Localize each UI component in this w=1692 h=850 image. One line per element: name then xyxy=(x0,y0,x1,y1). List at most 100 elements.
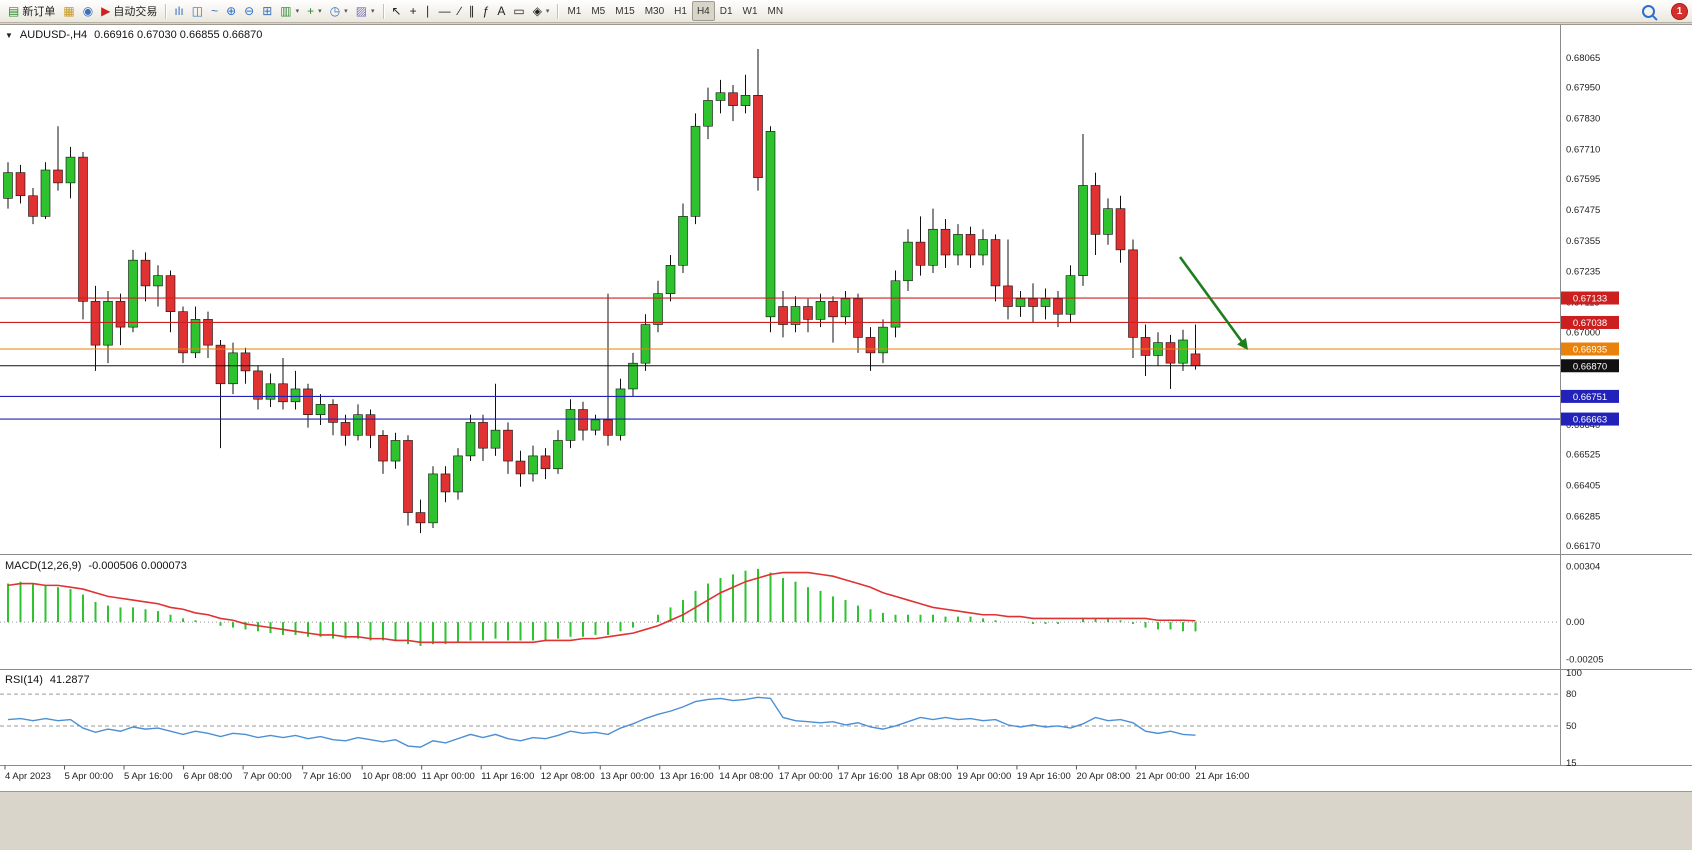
shapes-button[interactable]: ◈ ▾ xyxy=(529,1,554,21)
time-axis-label: 18 Apr 08:00 xyxy=(898,771,952,782)
timeframe-m30-button[interactable]: M30 xyxy=(644,5,665,17)
candle xyxy=(53,126,63,191)
timeframe-m1-button[interactable]: M1 xyxy=(567,5,582,17)
timeframe-m15-button[interactable]: M15 xyxy=(615,5,635,17)
svg-text:0.66935: 0.66935 xyxy=(1573,345,1607,356)
candle xyxy=(678,203,688,274)
toolbar-buttons: ▤ 新订单 ▦ ◉ ▶ 自动交易 ılı ◫ ~ ⊕ ⊖ ⊞ ▥ ▾ + ▾ ◷ ▾ ▨ ▾ ↖ + ∣ — ∕ ∥ ƒ A ▭ ◈ ▾ M1… xyxy=(4,0,788,22)
trendline-icon: ∕ xyxy=(458,4,461,18)
line-chart-button[interactable]: ~ xyxy=(207,1,222,21)
bar-chart-button[interactable]: ılı xyxy=(170,1,187,21)
search-icon xyxy=(1642,4,1655,18)
candle xyxy=(465,414,476,462)
support-line-2-label: 0.66663 xyxy=(1561,412,1619,426)
candle xyxy=(565,399,576,449)
channel-icon: ∥ xyxy=(468,4,475,18)
candle xyxy=(703,87,713,140)
candle xyxy=(315,394,326,425)
timeframe-h4-button[interactable]: H4 xyxy=(691,1,715,21)
zoom-in-button[interactable]: ⊕ xyxy=(222,1,240,21)
text-icon: A xyxy=(497,4,506,18)
timeframe-mn-button[interactable]: MN xyxy=(767,5,784,17)
channel-button[interactable]: ∥ xyxy=(465,1,479,21)
autotrading-button[interactable]: ▶ 自动交易 xyxy=(97,1,161,21)
candle xyxy=(453,448,463,500)
timeframe-w1-button[interactable]: W1 xyxy=(742,5,758,17)
price-axis-label: 0.67950 xyxy=(1566,83,1600,94)
candlestick-chart-icon: ◫ xyxy=(191,4,204,18)
fibonacci-button[interactable]: ƒ xyxy=(479,1,494,21)
candle xyxy=(1053,291,1063,328)
vertical-line-button[interactable]: ∣ xyxy=(421,1,435,21)
price-axis-label: 0.66170 xyxy=(1566,541,1600,552)
horizontal-line-button[interactable]: — xyxy=(435,1,455,21)
new-order-button[interactable]: ▤ 新订单 xyxy=(4,1,59,21)
price-axis-label: 0.68065 xyxy=(1566,53,1600,64)
time-axis-label: 17 Apr 00:00 xyxy=(779,771,833,782)
trendline-button[interactable]: ∕ xyxy=(455,1,465,21)
zoom-out-button[interactable]: ⊖ xyxy=(240,1,258,21)
candle xyxy=(1015,291,1026,317)
rsi-panel-label: RSI(14) 41.2877 xyxy=(5,674,90,686)
candle xyxy=(840,291,851,325)
templates-icon: ▨ xyxy=(355,4,368,18)
cursor-icon: ↖ xyxy=(391,4,402,18)
crosshair-button[interactable]: + xyxy=(406,1,421,21)
macd-axis-label: 0.00 xyxy=(1566,617,1585,628)
trend-arrow[interactable] xyxy=(1178,256,1248,350)
templates-button[interactable]: ▨ ▾ xyxy=(352,1,379,21)
new-chart-button[interactable]: ▥ ▾ xyxy=(276,1,303,21)
indicators-icon: + xyxy=(307,4,315,18)
candle xyxy=(728,85,738,122)
market-watch-button[interactable]: ◉ xyxy=(79,1,97,21)
autotrading-icon: ▶ xyxy=(101,4,111,18)
candle xyxy=(503,422,513,474)
label-button[interactable]: ▭ xyxy=(509,1,528,21)
tile-windows-button[interactable]: ⊞ xyxy=(258,1,276,21)
timeframe-m5-button[interactable]: M5 xyxy=(591,5,606,17)
candle xyxy=(528,445,538,482)
zoom-out-icon: ⊖ xyxy=(244,4,255,18)
time-axis-label: 6 Apr 08:00 xyxy=(184,771,233,782)
candle xyxy=(690,113,701,225)
indicators-button[interactable]: + ▾ xyxy=(303,1,326,21)
rsi-axis-label: 100 xyxy=(1566,668,1582,679)
candle xyxy=(190,306,201,359)
chart-symbol-header: ▼ AUDUSD-,H4 0.66916 0.67030 0.66855 0.6… xyxy=(5,29,262,41)
candle xyxy=(1028,283,1038,322)
candle xyxy=(1115,195,1126,263)
new-order-button-label: 新订单 xyxy=(22,6,56,18)
candle xyxy=(953,224,963,266)
chart-canvas: 0.68065 0.67950 0.67830 0.67710 0.67595 0.674… xyxy=(0,25,1692,782)
candle xyxy=(228,342,238,395)
price-axis-label: 0.67830 xyxy=(1566,113,1600,124)
candle xyxy=(428,466,438,529)
market-watch-icon: ◉ xyxy=(82,4,94,18)
candle xyxy=(828,296,838,343)
search-button[interactable] xyxy=(1638,1,1665,21)
periods-icon: ◷ xyxy=(329,4,341,18)
text-button[interactable]: A xyxy=(493,1,509,21)
notification-badge[interactable]: 1 xyxy=(1671,2,1688,20)
chart-area[interactable]: 0.68065 0.67950 0.67830 0.67710 0.67595 0.674… xyxy=(0,24,1692,792)
candle xyxy=(665,255,676,302)
horizontal-line-icon: — xyxy=(438,4,451,18)
timeframe-d1-button[interactable]: D1 xyxy=(719,5,733,17)
candle xyxy=(65,146,76,199)
shapes-icon: ◈ xyxy=(532,4,542,18)
chart-window-button[interactable]: ▦ xyxy=(59,1,78,21)
periods-button[interactable]: ◷ ▾ xyxy=(326,1,352,21)
zoom-in-icon: ⊕ xyxy=(226,4,237,18)
candle xyxy=(1178,329,1188,371)
candle xyxy=(378,430,388,474)
candle xyxy=(765,126,776,333)
collapse-icon[interactable]: ▼ xyxy=(5,30,13,40)
candlestick-chart-button[interactable]: ◫ xyxy=(188,1,207,21)
candle xyxy=(815,293,826,328)
candle xyxy=(490,383,501,456)
timeframe-h1-button[interactable]: H1 xyxy=(674,5,687,17)
candle xyxy=(365,409,376,449)
candle xyxy=(778,291,788,338)
cursor-button[interactable]: ↖ xyxy=(388,1,406,21)
macd-panel-label: MACD(12,26,9) -0.000506 0.000073 xyxy=(5,560,187,572)
